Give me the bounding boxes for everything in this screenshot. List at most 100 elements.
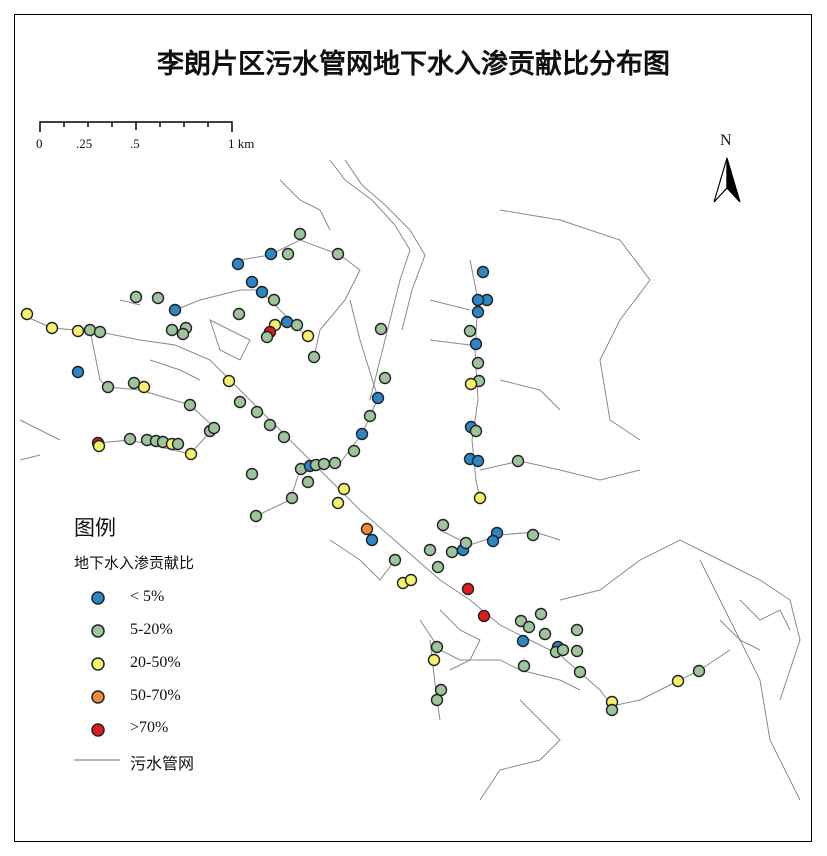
point-5-20 [293,227,307,241]
point-5-20 [260,330,274,344]
point-5-20 [307,350,321,364]
point-lt5 [71,365,85,379]
point-5-20 [570,623,584,637]
sewer-pipe [559,539,801,701]
point-20-50 [671,674,685,688]
point-20-50 [222,374,236,388]
point-5-20 [151,291,165,305]
point-5-20 [281,247,295,261]
point-5-20 [250,405,264,419]
point-5-20 [245,467,259,481]
sewer-pipe [329,539,396,581]
point-20-50 [71,324,85,338]
point-20-50 [20,307,34,321]
point-5-20 [469,424,483,438]
point-5-20 [263,418,277,432]
legend-symbol-point-5-20 [91,624,105,638]
sewer-pipe [19,313,731,707]
legend-label-lt5: < 5% [130,588,165,605]
sewer-pipe [119,299,201,381]
sample-points [20,227,706,717]
point-5-20 [290,318,304,332]
map-title: 李朗片区污水管网地下水入渗贡献比分布图 [157,49,670,80]
sewer-pipe [19,419,61,461]
scale-tick-025: .25 [76,136,93,151]
point-5-20 [331,247,345,261]
point-20-50 [137,380,151,394]
sewer-pipe [279,179,331,231]
point-5-20 [431,560,445,574]
point-5-20 [445,545,459,559]
sewer-pipe [479,460,641,481]
sewer-pipe [499,209,651,441]
legend-heading: 图例 [74,516,116,540]
point-5-20 [526,528,540,542]
point-lt5 [264,247,278,261]
point-5-20 [511,454,525,468]
point-5-20 [605,703,619,717]
legend-label-50-70: 50-70% [130,687,181,704]
point-50-70 [360,522,374,536]
point-20-50 [45,321,59,335]
legend-symbol-point-20-50 [91,657,105,671]
point-20-50 [404,573,418,587]
point-5-20 [93,325,107,339]
point-5-20 [301,475,315,489]
point-5-20 [267,293,281,307]
point-5-20 [430,640,444,654]
point-gt70 [477,609,491,623]
point-5-20 [249,509,263,523]
legend-symbol-point-lt5 [91,591,105,605]
sewer-pipe [479,699,561,801]
scale-bar [39,121,233,132]
point-5-20 [430,693,444,707]
point-5-20 [378,371,392,385]
point-lt5 [280,315,294,329]
point-5-20 [517,659,531,673]
point-5-20 [522,620,536,634]
point-5-20 [347,444,361,458]
point-lt5 [471,293,485,307]
point-20-50 [464,377,478,391]
point-20-50 [473,491,487,505]
point-5-20 [171,437,185,451]
point-5-20 [423,543,437,557]
sewer-pipe [209,319,251,361]
sewer-pipe [719,599,791,651]
north-arrow-icon [713,157,741,203]
point-5-20 [556,643,570,657]
point-5-20 [207,421,221,435]
point-lt5 [471,454,485,468]
point-5-20 [277,430,291,444]
point-5-20 [123,432,137,446]
point-5-20 [534,607,548,621]
legend-symbols [91,591,105,737]
point-5-20 [285,491,299,505]
legend-label-5-20: 5-20% [130,621,173,638]
point-5-20 [317,457,331,471]
point-5-20 [165,323,179,337]
legend-label-20-50: 20-50% [130,654,181,671]
point-20-50 [331,496,345,510]
point-lt5 [365,533,379,547]
point-lt5 [476,265,490,279]
legend-symbol-point-gt70 [91,723,105,737]
point-5-20 [436,518,450,532]
legend-label-sewer: 污水管网 [130,754,195,773]
sewer-pipe [344,159,426,331]
point-20-50 [337,482,351,496]
sewer-pipe [699,559,801,801]
point-5-20 [388,553,402,567]
point-5-20 [83,323,97,337]
point-5-20 [363,409,377,423]
scale-tick-05: .5 [130,136,140,151]
point-5-20 [570,644,584,658]
point-lt5 [471,305,485,319]
point-lt5 [355,427,369,441]
scale-tick-1km: 1 km [228,136,255,151]
sewer-pipe [429,299,561,411]
point-20-50 [184,447,198,461]
sewer-pipe [329,159,411,401]
point-5-20 [232,307,246,321]
